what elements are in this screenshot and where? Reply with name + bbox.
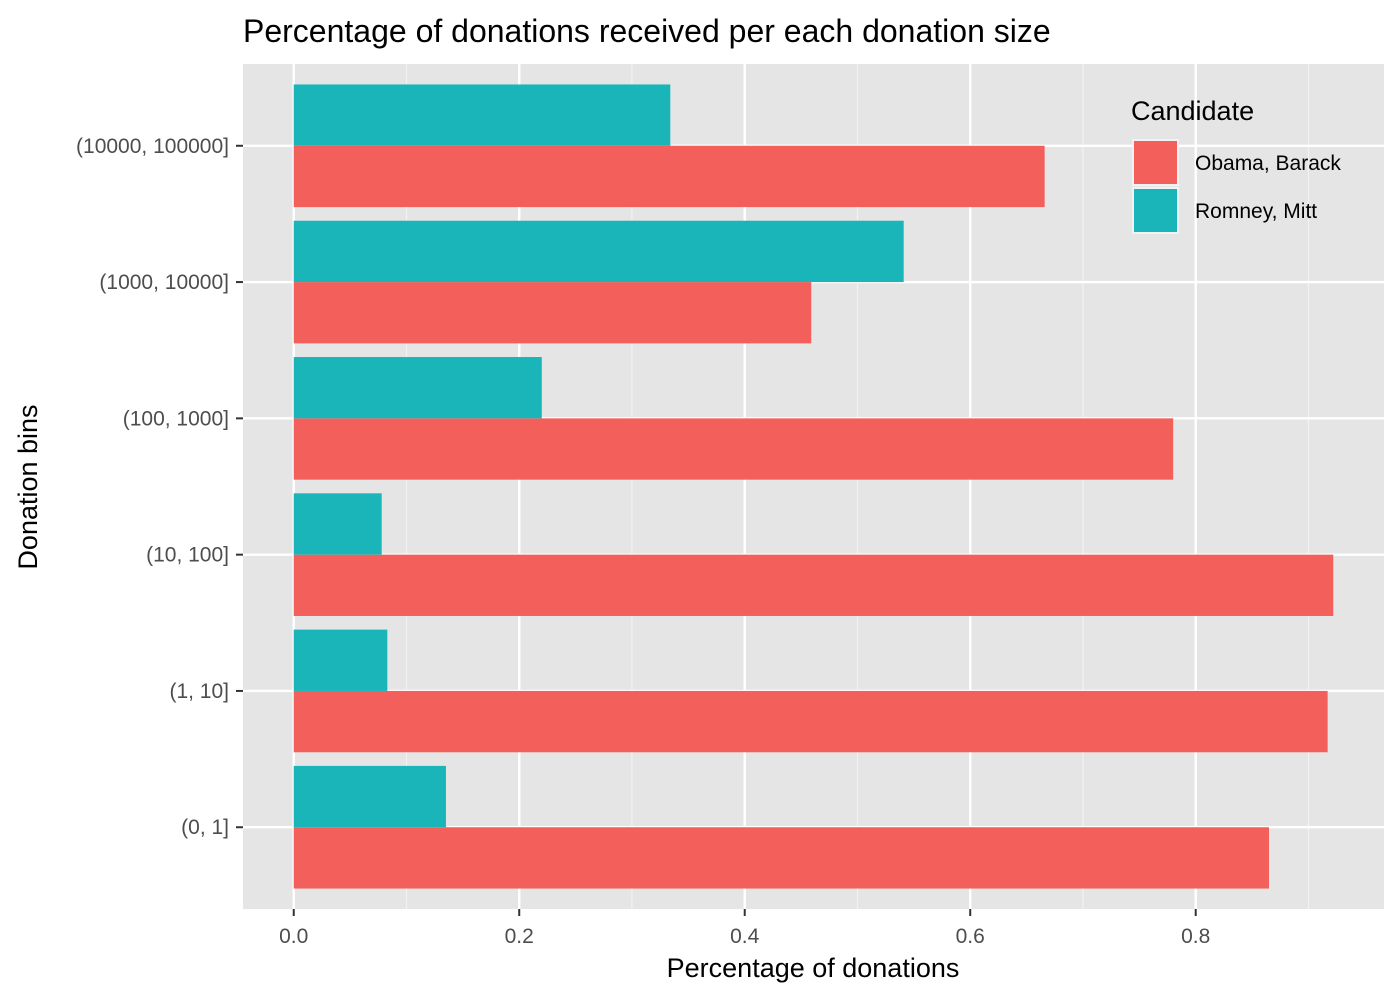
bar-obama-0	[293, 827, 1269, 889]
bar-obama-4	[293, 282, 812, 344]
chart-title: Percentage of donations received per eac…	[243, 13, 1051, 49]
x-axis: 0.0 0.2 0.4 0.6 0.8	[279, 909, 1210, 948]
y-tick-label: (100, 1000]	[123, 407, 229, 430]
legend-title: Candidate	[1131, 96, 1254, 126]
bars	[293, 84, 1334, 889]
bar-romney-1	[293, 629, 388, 691]
bar-romney-0	[293, 765, 446, 828]
bar-romney-2	[293, 493, 382, 555]
legend-label-obama: Obama, Barack	[1195, 152, 1341, 175]
x-tick-label: 0.8	[1181, 925, 1210, 948]
x-tick-label: 0.2	[505, 925, 534, 948]
y-tick-label: (0, 1]	[181, 816, 229, 839]
y-tick-label: (10000, 100000]	[76, 135, 229, 158]
y-tick-label: (1000, 10000]	[99, 271, 229, 294]
bar-romney-5	[293, 84, 671, 146]
bar-obama-1	[293, 690, 1328, 753]
bar-obama-2	[293, 554, 1334, 616]
y-axis: (0, 1] (1, 10] (10, 100] (100, 1000] (1000, …	[76, 135, 243, 839]
bar-romney-4	[293, 220, 904, 283]
y-tick-label: (1, 10]	[169, 680, 229, 703]
legend-swatch-romney	[1134, 189, 1177, 232]
x-axis-title: Percentage of donations	[667, 953, 960, 983]
x-tick-label: 0.0	[279, 925, 308, 948]
bar-obama-3	[293, 418, 1174, 480]
x-tick-label: 0.4	[730, 925, 760, 948]
y-axis-title: Donation bins	[13, 404, 43, 569]
bar-obama-5	[293, 145, 1045, 208]
y-tick-label: (10, 100]	[146, 544, 229, 567]
legend-label-romney: Romney, Mitt	[1195, 200, 1317, 223]
legend-swatch-obama	[1134, 141, 1177, 184]
legend: Candidate Obama, Barack Romney, Mitt	[1131, 96, 1341, 234]
x-tick-label: 0.6	[956, 925, 985, 948]
bar-romney-3	[293, 357, 542, 419]
